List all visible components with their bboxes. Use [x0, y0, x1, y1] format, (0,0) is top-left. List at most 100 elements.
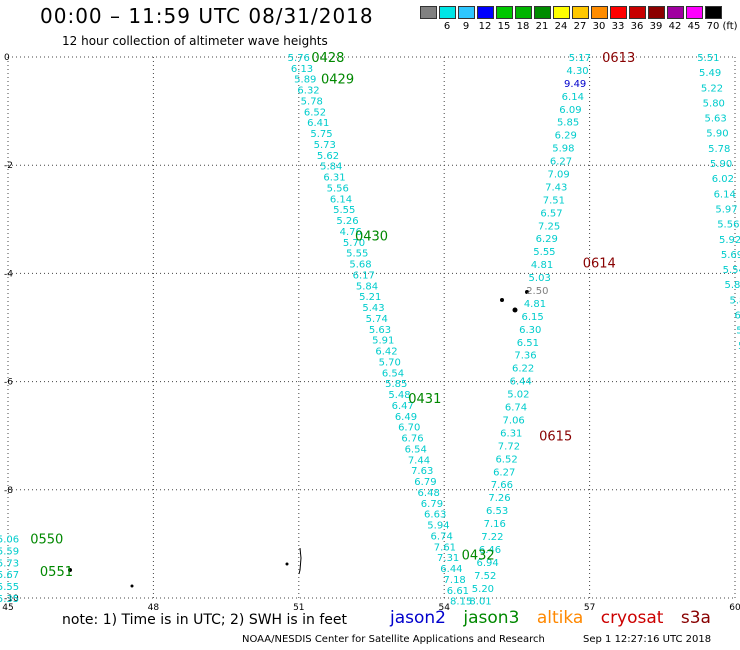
swh-value: 5.06 — [0, 534, 19, 545]
swh-value: 6.32 — [297, 86, 319, 97]
island — [512, 307, 518, 313]
pass-time-label: 0432 — [462, 549, 495, 564]
swh-value: 5.73 — [0, 558, 19, 569]
scale-swatch — [591, 6, 608, 19]
swh-value: 5.78 — [301, 96, 323, 107]
swh-value: 5. — [736, 326, 740, 337]
swh-value: 9.49 — [564, 79, 586, 90]
swh-value: 5.63 — [369, 325, 391, 336]
swh-value: 7.09 — [547, 170, 569, 181]
swh-value: 5.21 — [359, 292, 381, 303]
swh-value: 6.74 — [505, 403, 527, 414]
swh-value: 5.59 — [0, 546, 19, 557]
lon-tick-label: 48 — [148, 603, 160, 613]
swh-value: 6.46 — [479, 545, 501, 556]
scale-label: 21 — [535, 21, 549, 32]
swh-value: 7.44 — [408, 455, 430, 466]
generated-time: Sep 1 12:27:16 UTC 2018 — [583, 634, 712, 645]
scale-label: 70 — [706, 21, 720, 32]
swh-value: 5.02 — [507, 390, 529, 401]
swh-value: 7.66 — [491, 480, 513, 491]
swh-value: 6.15 — [521, 312, 543, 323]
swh-value: 5.8 — [729, 295, 740, 306]
swh-value: 5.62 — [317, 151, 339, 162]
swh-value: 5.92 — [719, 235, 740, 246]
swh-value: 5.91 — [372, 336, 394, 347]
swh-value: 6.31 — [323, 173, 345, 184]
wave-height-color-scale: 6 9 12 15 18 21 24 27 30 33 36 39 42 45 70 (ft) — [420, 6, 740, 38]
pass-time-label: 0429 — [321, 73, 354, 88]
swh-value: 6.42 — [375, 347, 397, 358]
swh-value: 5.85 — [385, 379, 407, 390]
swh-value: 6.29 — [536, 234, 558, 245]
scale-label: 42 — [668, 21, 682, 32]
swh-value: 7.63 — [411, 466, 433, 477]
lon-tick-label: 45 — [2, 603, 13, 613]
swh-value: 5.98 — [552, 144, 574, 155]
swh-value: 5.73 — [314, 140, 336, 151]
pass-time-label: 0551 — [40, 565, 73, 580]
swh-value: 6.79 — [414, 477, 436, 488]
swh-value: 6.41 — [307, 118, 329, 129]
island — [68, 568, 72, 572]
swh-value: 5.56 — [327, 183, 349, 194]
scale-swatch — [648, 6, 665, 19]
lon-tick-label: 54 — [438, 603, 450, 613]
pass-time-label: 0430 — [355, 230, 388, 245]
swh-value: 5.56 — [717, 220, 739, 231]
scale-swatch — [496, 6, 513, 19]
axis-ticks: 45 48 51 54 57 60 0 -2 -4 -6 -8 -10 — [2, 53, 740, 613]
swh-value: 5.17 — [569, 53, 591, 64]
swh-value: 5.03 — [529, 273, 551, 284]
swh-value: 7.25 — [538, 221, 560, 232]
lat-tick-label: -2 — [4, 161, 13, 171]
swh-value: 6.44 — [510, 377, 532, 388]
scale-swatch — [534, 6, 551, 19]
swh-value: 8.15 — [450, 597, 472, 608]
scale-swatch — [477, 6, 494, 19]
swh-value: 5.69 — [721, 250, 740, 261]
swh-value: 5.70 — [343, 238, 365, 249]
swh-value: 5.35 — [0, 594, 19, 605]
legend-altika: altika — [536, 608, 584, 628]
swh-value: 7.16 — [484, 519, 506, 530]
swh-value: 6.47 — [392, 401, 414, 412]
island — [525, 290, 529, 294]
swh-value: 7.31 — [437, 553, 459, 564]
swh-value: 5.48 — [388, 390, 410, 401]
swh-value: 6.51 — [517, 338, 539, 349]
swh-value: 6.61 — [447, 586, 469, 597]
swh-value: 6.02 — [712, 174, 734, 185]
swh-value: 4.76 — [340, 227, 362, 238]
swh-value: 6.30 — [519, 325, 541, 336]
scale-label: 30 — [592, 21, 606, 32]
swh-value: 6.54 — [405, 444, 427, 455]
swh-value: 6.17 — [353, 270, 375, 281]
scale-label: 9 — [462, 21, 470, 32]
swh-value: 8.01 — [469, 597, 491, 608]
swh-value: 6.09 — [559, 105, 581, 116]
swh-value: 6.76 — [401, 434, 423, 445]
swh-value: 5.22 — [701, 83, 723, 94]
scale-label: 27 — [573, 21, 587, 32]
legend-jason2: jason2 — [390, 608, 446, 628]
swh-value: 5.84 — [356, 281, 378, 292]
swh-value: 5.70 — [379, 357, 401, 368]
lon-tick-label: 51 — [293, 603, 304, 613]
scale-swatch — [439, 6, 456, 19]
scale-swatch — [515, 6, 532, 19]
swh-value: 5.90 — [706, 129, 728, 140]
swh-value: 6.74 — [431, 531, 453, 542]
swh-value: 5.80 — [724, 280, 740, 291]
scale-label: 36 — [630, 21, 644, 32]
swh-value: 5.80 — [703, 98, 725, 109]
lon-tick-label: 57 — [584, 603, 595, 613]
swh-value: 7.52 — [474, 571, 496, 582]
swh-value: 4.81 — [524, 299, 546, 310]
swh-value: 5.54 — [723, 265, 740, 276]
map-title: 00:00 – 11:59 UTC 08/31/2018 — [40, 4, 374, 28]
pass-time-label: 0550 — [30, 532, 63, 547]
scale-label: 45 — [687, 21, 701, 32]
scale-label: 6 — [443, 21, 451, 32]
